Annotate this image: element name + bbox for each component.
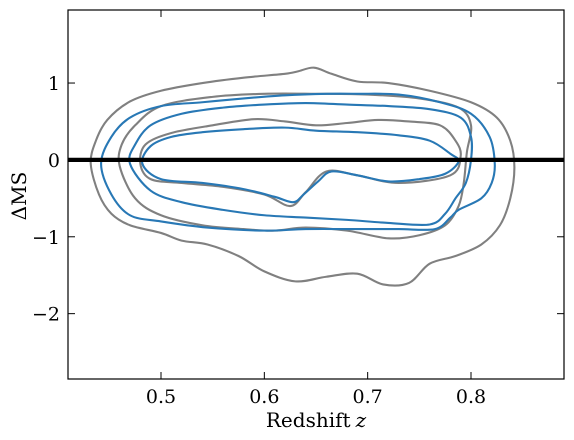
y-tick-label: −2: [32, 304, 60, 326]
plot-frame: [67, 9, 565, 380]
x-axis-ticks: 0.5 0.6 0.7 0.8: [146, 10, 486, 408]
contour-series-1-level-0: [100, 92, 496, 232]
x-tick-label: 0.8: [456, 386, 486, 408]
x-tick-label: 0.5: [146, 386, 176, 408]
y-tick-label: 0: [48, 150, 60, 172]
y-tick-label: −1: [32, 227, 60, 249]
contour-series-0-level-2: [138, 117, 462, 208]
x-axis-label-text: Redshift: [266, 408, 351, 432]
y-axis-label: ΔMS: [7, 172, 31, 221]
contours-layer: [89, 66, 516, 287]
x-tick-label: 0.6: [249, 386, 279, 408]
x-tick-label: 0.7: [353, 386, 383, 408]
contour-series-0-level-0: [89, 66, 516, 287]
y-axis-ticks: −2 −1 0 1: [32, 73, 564, 326]
contour-series-1-level-2: [141, 126, 460, 204]
x-axis-label-variable: z: [355, 408, 367, 432]
x-axis-label: Redshift z: [266, 408, 367, 432]
y-tick-label: 1: [48, 73, 60, 95]
